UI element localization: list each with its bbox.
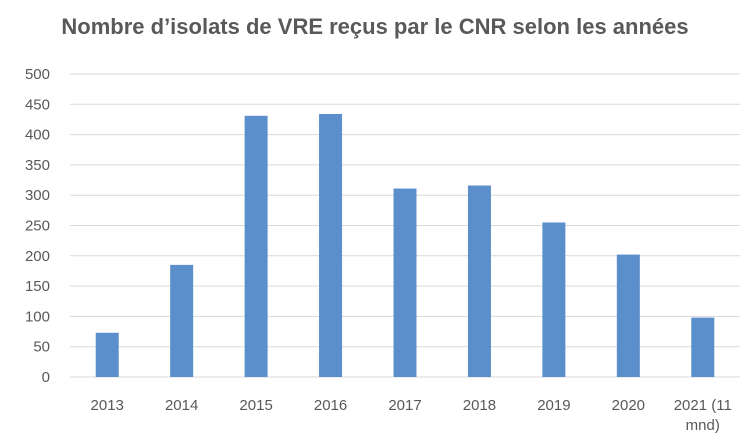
bar bbox=[319, 113, 343, 377]
y-tick-label: 200 bbox=[25, 248, 50, 265]
y-tick-label: 0 bbox=[42, 369, 50, 386]
x-tick-label: mnd) bbox=[686, 417, 720, 434]
bar bbox=[691, 317, 715, 377]
y-tick-label: 350 bbox=[25, 157, 50, 174]
y-tick-label: 400 bbox=[25, 127, 50, 144]
x-tick-label: 2014 bbox=[165, 397, 198, 414]
y-tick-label: 450 bbox=[25, 96, 50, 113]
y-tick-label: 100 bbox=[25, 308, 50, 325]
x-tick-label: 2019 bbox=[537, 397, 570, 414]
bar bbox=[170, 264, 194, 377]
x-tick-label: 2013 bbox=[91, 397, 124, 414]
x-tick-label: 2021 (11 bbox=[674, 397, 732, 414]
x-tick-label: 2018 bbox=[463, 397, 496, 414]
bar bbox=[616, 254, 640, 377]
y-tick-label: 500 bbox=[25, 66, 50, 83]
bar bbox=[393, 188, 417, 377]
chart-title: Nombre d’isolats de VRE reçus par le CNR… bbox=[61, 14, 689, 39]
bar bbox=[244, 115, 268, 378]
x-tick-label: 2020 bbox=[612, 397, 645, 414]
y-tick-label: 250 bbox=[25, 218, 50, 235]
bar bbox=[467, 185, 491, 377]
y-tick-label: 50 bbox=[33, 339, 50, 356]
y-tick-label: 150 bbox=[25, 278, 50, 295]
x-tick-label: 2016 bbox=[314, 397, 347, 414]
bar bbox=[95, 332, 119, 377]
x-tick-label: 2015 bbox=[239, 397, 272, 414]
y-tick-label: 300 bbox=[25, 187, 50, 204]
x-tick-label: 2017 bbox=[388, 397, 421, 414]
bar bbox=[542, 222, 566, 377]
